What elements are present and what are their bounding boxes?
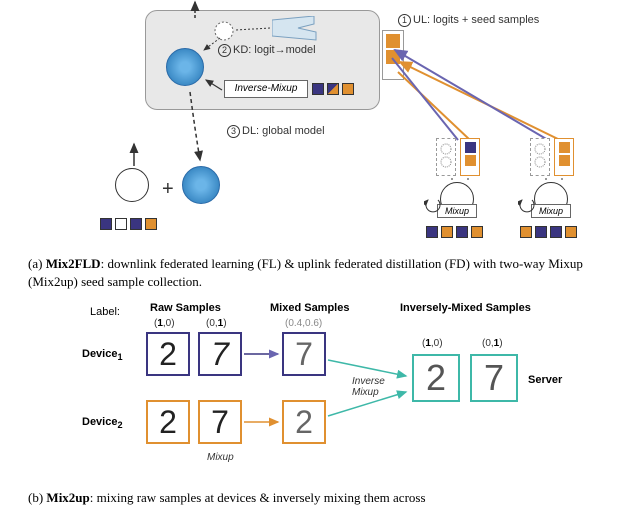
circled-2: 2 (218, 44, 231, 57)
raw-header: Raw Samples (150, 302, 221, 314)
loop-r2 (518, 196, 536, 214)
digit-inv2: 7 (470, 354, 518, 402)
caption-b-prefix: (b) (28, 490, 46, 505)
mixup-input-squares (312, 83, 354, 95)
out-stack-r2a (530, 138, 550, 176)
device2-label: Device2 (82, 416, 123, 430)
brain-node-server (166, 48, 204, 86)
local-squares-r2 (520, 226, 577, 238)
annotation-kd: 2KD: logit→model (218, 44, 316, 57)
label-mix: (0.4,0.6) (285, 318, 322, 329)
out-stack-r1b (460, 138, 480, 176)
digit-d2a: 2 (146, 400, 190, 444)
digit-mix1: 7 (282, 332, 326, 376)
loop-r1 (424, 196, 442, 214)
diagram-b: Label: Raw Samples Mixed Samples Inverse… (90, 300, 570, 480)
annotation-dl: 3DL: global model (227, 125, 325, 138)
local-node-left (115, 168, 149, 202)
out-stack-r2b (554, 138, 574, 176)
server-label: Server (528, 374, 562, 386)
funnel-icon (272, 16, 320, 42)
local-squares-left (100, 218, 157, 230)
mixup-label-r1: Mixup (437, 204, 477, 218)
circled-3: 3 (227, 125, 240, 138)
inv-header: Inversely-Mixed Samples (400, 302, 531, 314)
label-r1c1: (1,0) (154, 318, 175, 329)
caption-b-bold: Mix2up (46, 490, 89, 505)
digit-d1a: 2 (146, 332, 190, 376)
diagram-a: Inverse-Mixup 1UL: logits + seed samples… (0, 0, 640, 250)
mixed-header: Mixed Samples (270, 302, 349, 314)
seed-stack-server (382, 30, 404, 80)
annotation-ul: 1UL: logits + seed samples (398, 14, 539, 27)
plus-sign: + (162, 178, 174, 201)
local-arrow-up-left (129, 142, 139, 168)
digit-d2b: 7 (198, 400, 242, 444)
caption-b-rest: : mixing raw samples at devices & invers… (90, 490, 426, 505)
digit-mix2: 2 (282, 400, 326, 444)
mixup-arrow-label: Mixup (207, 452, 234, 463)
circled-1: 1 (398, 14, 411, 27)
digit-inv1: 2 (412, 354, 460, 402)
label-header: Label: (90, 306, 120, 318)
caption-a-rest: : downlink federated learning (FL) & upl… (28, 256, 583, 289)
dotted-node-icon (213, 20, 235, 42)
caption-a: (a) Mix2FLD: downlink federated learning… (28, 255, 618, 291)
device1-label: Device1 (82, 348, 123, 362)
digit-d1b: 7 (198, 332, 242, 376)
caption-a-bold: Mix2FLD (46, 256, 101, 271)
caption-a-prefix: (a) (28, 256, 46, 271)
local-squares-r1 (426, 226, 483, 238)
label-r1c2: (0,1) (206, 318, 227, 329)
invmix-arrow-label: Inverse Mixup (352, 376, 385, 398)
label-inv1: (1,0) (422, 338, 443, 349)
out-stack-r1a (436, 138, 456, 176)
mixup-label-r2: Mixup (531, 204, 571, 218)
inverse-mixup-label: Inverse-Mixup (224, 80, 308, 98)
label-inv2: (0,1) (482, 338, 503, 349)
caption-b: (b) Mix2up: mixing raw samples at device… (28, 490, 618, 506)
brain-node-left (182, 166, 220, 204)
